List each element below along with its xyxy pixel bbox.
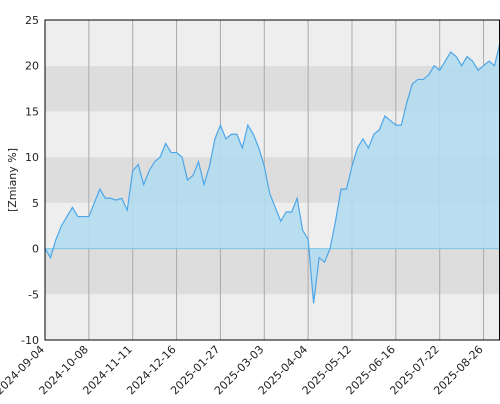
background-band [45, 20, 500, 66]
background-band [45, 248, 500, 295]
line [44, 42, 500, 304]
y-tick-label: 0 [32, 243, 39, 256]
y-tick-label: 15 [25, 105, 39, 118]
y-axis-label: [Zmiany %] [6, 148, 19, 212]
y-tick-label: 25 [25, 14, 39, 27]
y-tick-label: 20 [25, 60, 39, 73]
area-fill [45, 42, 500, 304]
y-tick-label: 10 [25, 151, 39, 164]
background-band [45, 294, 500, 340]
y-tick-label: -5 [28, 288, 39, 301]
y-tick-label: 5 [32, 197, 39, 210]
y-tick-label: -10 [21, 334, 39, 347]
